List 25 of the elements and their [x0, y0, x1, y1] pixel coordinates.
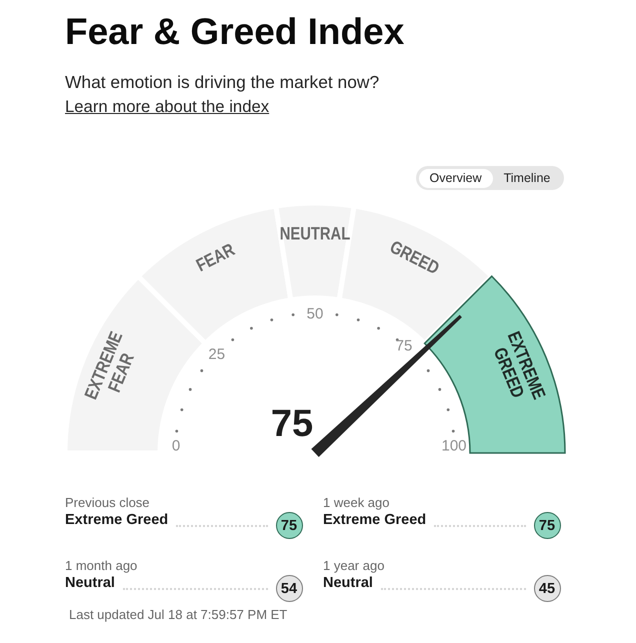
text: 100: [441, 438, 467, 454]
text: 1 month ago: [65, 558, 138, 573]
round-badge: 45: [534, 575, 560, 602]
text: Learn more about the index: [65, 96, 270, 116]
text: Extreme Greed: [65, 512, 168, 528]
text: 50: [306, 306, 324, 322]
round-badge: 75: [276, 512, 302, 539]
text: 75: [270, 403, 314, 445]
text: Last updated Jul 18 at 7:59:57 PM ET: [69, 606, 288, 622]
chart-subtitle: What emotion is driving the market now?: [65, 72, 380, 92]
text: 0: [172, 438, 180, 454]
view-toggle[interactable]: Overview Timeline: [416, 166, 564, 190]
text: 75: [396, 338, 412, 355]
slice-label: FEAR: [193, 240, 238, 276]
text: Extreme Greed: [323, 512, 426, 528]
chart-title: Fear & Greed Index: [65, 10, 404, 52]
text: 1 year ago: [323, 558, 386, 573]
round-badge: 54: [276, 575, 302, 602]
text: Neutral: [323, 574, 373, 592]
text: 25: [208, 346, 226, 364]
round-badge: 75: [534, 512, 560, 539]
slice-label: NEUTRAL: [280, 224, 350, 244]
text: Neutral: [65, 574, 115, 592]
text: 1 week ago: [323, 495, 390, 510]
text: Previous close: [65, 495, 151, 510]
